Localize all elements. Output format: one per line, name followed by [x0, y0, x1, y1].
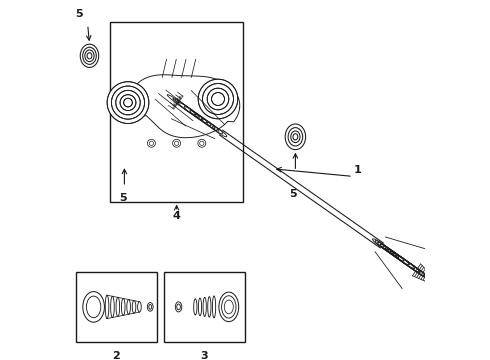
Bar: [76, 272, 157, 342]
Bar: [164, 272, 245, 342]
Text: 1: 1: [353, 165, 361, 175]
Text: 3: 3: [201, 351, 208, 360]
Text: 5: 5: [289, 189, 296, 199]
Polygon shape: [132, 75, 240, 138]
Text: 5: 5: [119, 193, 126, 203]
Text: 5: 5: [75, 9, 83, 19]
Circle shape: [107, 82, 149, 123]
Circle shape: [198, 79, 238, 119]
Text: 4: 4: [172, 211, 180, 221]
Text: 2: 2: [112, 351, 120, 360]
Bar: [110, 22, 243, 202]
